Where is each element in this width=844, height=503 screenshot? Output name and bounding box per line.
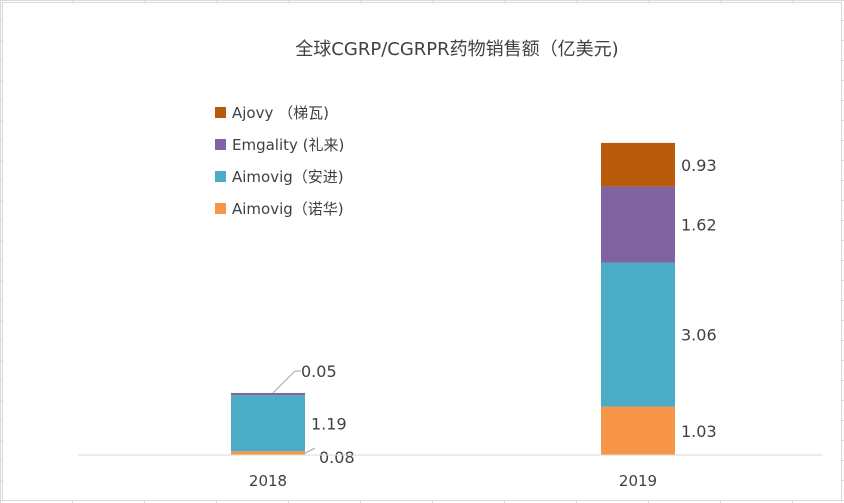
legend-swatch: [215, 107, 226, 118]
data-label: 0.93: [681, 156, 717, 175]
leader-line: [272, 370, 301, 394]
legend-swatch: [215, 139, 226, 150]
stacked-bar-chart: 全球CGRP/CGRPR药物销售额（亿美元) Ajovy （梯瓦) Emgalit…: [78, 39, 823, 490]
x-axis-ticks: 2018 2019: [249, 472, 657, 490]
data-label: 1.62: [681, 216, 717, 235]
data-label: 0.05: [301, 362, 337, 381]
x-tick-label: 2018: [249, 472, 287, 490]
bar-segment-2019-3: [601, 142, 675, 187]
legend-label: Emgality (礼来): [232, 136, 344, 154]
bar-segment-2019-0: [601, 406, 675, 455]
data-label: 1.19: [311, 414, 347, 433]
data-label: 3.06: [681, 326, 717, 345]
chart-title: 全球CGRP/CGRPR药物销售额（亿美元): [295, 39, 618, 60]
legend-label: Ajovy （梯瓦): [232, 104, 329, 122]
x-tick-label: 2019: [619, 472, 657, 490]
bar-segment-2018-1: [231, 395, 305, 452]
leader-line: [304, 447, 316, 454]
legend-swatch: [215, 171, 226, 182]
bar-segment-2018-2: [231, 392, 305, 396]
data-label: 0.08: [319, 448, 355, 467]
legend: Ajovy （梯瓦) Emgality (礼来) Aimovig（安进) Aimovi…: [215, 104, 344, 218]
bar-segment-2018-0: [231, 451, 305, 455]
legend-swatch: [215, 203, 226, 214]
data-label: 1.03: [681, 422, 717, 441]
bars: [231, 142, 675, 455]
data-labels: 0.08 1.19 0.05 1.03 3.06 1.62 0.93: [272, 156, 717, 467]
bar-segment-2019-1: [601, 262, 675, 407]
legend-label: Aimovig（安进): [232, 168, 344, 186]
bar-segment-2019-2: [601, 186, 675, 263]
legend-label: Aimovig（诺华): [232, 200, 344, 218]
